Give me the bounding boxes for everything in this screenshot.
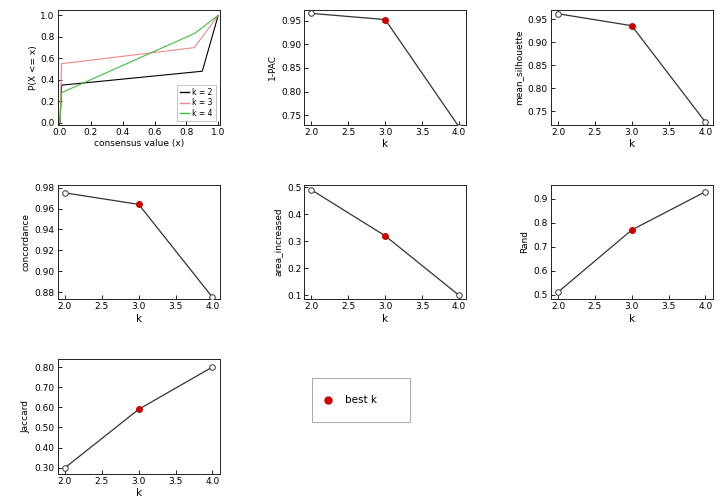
Y-axis label: mean_silhouette: mean_silhouette	[515, 30, 523, 105]
Y-axis label: P(X <= x): P(X <= x)	[29, 45, 37, 90]
Y-axis label: concordance: concordance	[22, 213, 30, 271]
Y-axis label: 1-PAC: 1-PAC	[268, 54, 277, 81]
Y-axis label: Jaccard: Jaccard	[22, 400, 30, 433]
X-axis label: k: k	[629, 314, 635, 324]
X-axis label: k: k	[382, 314, 388, 324]
X-axis label: k: k	[135, 314, 142, 324]
X-axis label: consensus value (x): consensus value (x)	[94, 140, 184, 148]
X-axis label: k: k	[382, 140, 388, 149]
Legend: k = 2, k = 3, k = 4: k = 2, k = 3, k = 4	[177, 85, 216, 121]
X-axis label: k: k	[629, 140, 635, 149]
Text: best k: best k	[345, 395, 377, 405]
Y-axis label: area_increased: area_increased	[274, 208, 283, 276]
Y-axis label: Rand: Rand	[521, 230, 529, 254]
X-axis label: k: k	[135, 488, 142, 498]
